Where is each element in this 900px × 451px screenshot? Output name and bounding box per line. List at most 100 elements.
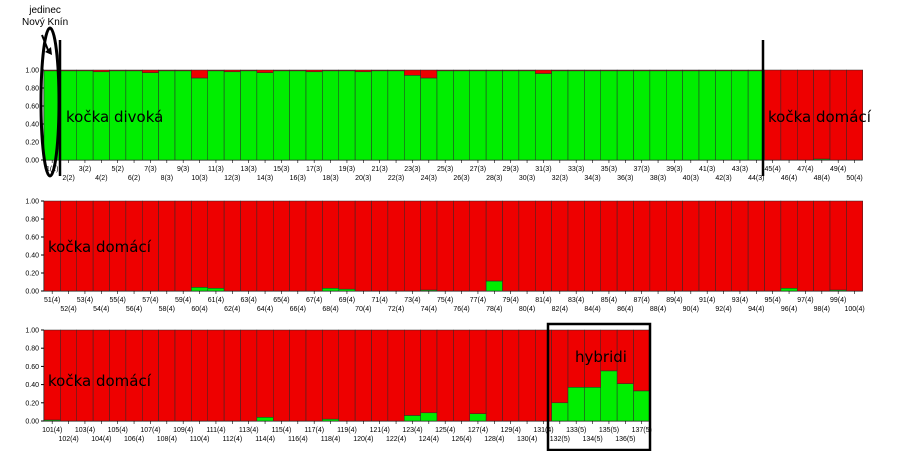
- x-tick-label: 45(4): [765, 166, 781, 173]
- x-tick-label: 103(4): [75, 427, 95, 434]
- hybrid-highlight-box: [546, 322, 652, 451]
- x-tick-label: 99(4): [830, 297, 846, 304]
- x-tick-label: 120(4): [353, 436, 373, 443]
- x-tick-label: 16(3): [290, 175, 306, 182]
- x-tick-label: 14(3): [257, 175, 273, 182]
- bar-cluster-red: [584, 200, 601, 292]
- x-tick-label: 83(4): [568, 297, 584, 304]
- bar-cluster-red: [404, 329, 421, 416]
- x-tick-label: 112(4): [222, 436, 242, 443]
- bar-cluster-green: [240, 70, 258, 161]
- bar-cluster-red: [289, 200, 307, 292]
- x-tick-label: 125(4): [435, 427, 455, 434]
- x-tick-label: 58(4): [159, 306, 175, 313]
- bar-cluster-red: [223, 329, 241, 422]
- bar-cluster-red: [633, 200, 651, 292]
- x-tick-label: 20(3): [355, 175, 371, 182]
- bar-cluster-green: [469, 413, 487, 422]
- bar-cluster-green: [518, 70, 536, 161]
- bar-cluster-red: [404, 69, 421, 76]
- x-tick-label: 46(4): [781, 175, 797, 182]
- bar-cluster-red: [600, 200, 618, 292]
- bar-cluster-green: [780, 288, 798, 292]
- x-tick-label: 57(4): [142, 297, 158, 304]
- x-tick-label: 8(3): [161, 175, 173, 182]
- y-tick-label: 0.80: [25, 86, 39, 93]
- x-tick-label: 23(3): [404, 166, 420, 173]
- bar-cluster-green: [551, 402, 569, 422]
- x-tick-label: 40(3): [683, 175, 699, 182]
- x-tick-label: 13(3): [241, 166, 257, 173]
- group-label: hybridi: [575, 348, 627, 366]
- x-tick-label: 19(3): [339, 166, 355, 173]
- bar-cluster-green: [420, 77, 438, 161]
- x-tick-label: 3(2): [79, 166, 91, 173]
- x-tick-label: 47(4): [797, 166, 813, 173]
- bar-cluster-green: [682, 70, 700, 161]
- bar-cluster-green: [371, 70, 389, 161]
- x-tick-label: 48(4): [814, 175, 830, 182]
- bar-cluster-green: [404, 75, 421, 161]
- x-tick-label: 73(4): [404, 297, 420, 304]
- x-tick-label: 104(4): [91, 436, 111, 443]
- x-tick-label: 86(4): [617, 306, 633, 313]
- x-tick-label: 53(4): [77, 297, 93, 304]
- bar-cluster-green: [338, 288, 356, 292]
- x-tick-label: 6(2): [128, 175, 140, 182]
- x-tick-label: 32(3): [552, 175, 568, 182]
- bar-cluster-green: [535, 73, 552, 161]
- bar-cluster-red: [420, 200, 438, 291]
- y-tick-label: 0.40: [25, 253, 39, 260]
- bar-cluster-red: [649, 200, 667, 292]
- x-tick-label: 130(4): [517, 436, 537, 443]
- y-tick-label: 1.00: [25, 199, 39, 206]
- x-tick-label: 51(4): [44, 297, 60, 304]
- x-tick-label: 37(3): [634, 166, 650, 173]
- bar-cluster-red: [502, 329, 520, 422]
- annotations: [39, 26, 765, 451]
- y-tick-label: 0.20: [25, 271, 39, 278]
- bar-cluster-green: [191, 287, 208, 292]
- bar-cluster-red: [567, 200, 585, 292]
- bar-cluster-red: [682, 200, 700, 292]
- y-tick-label: 0.60: [25, 104, 39, 111]
- x-tick-label: 110(4): [190, 436, 210, 443]
- group-label: kočka domácí: [48, 372, 152, 390]
- x-tick-label: 35(3): [601, 166, 617, 173]
- bar-cluster-red: [485, 329, 503, 422]
- bar-cluster-red: [551, 200, 569, 292]
- bar-cluster-green: [633, 70, 651, 161]
- x-tick-label: 26(3): [453, 175, 469, 182]
- bar-cluster-green: [207, 288, 225, 292]
- x-tick-label: 71(4): [372, 297, 388, 304]
- y-tick-label: 0.40: [25, 122, 39, 129]
- bar-cluster-red: [273, 329, 290, 422]
- x-tick-label: 44(3): [748, 175, 764, 182]
- bar-cluster-red: [551, 329, 569, 404]
- x-tick-label: 72(4): [388, 306, 404, 313]
- bar-cluster-red: [354, 329, 372, 422]
- bar-cluster-green: [289, 70, 307, 161]
- callout-line-2: Nový Knín: [22, 17, 69, 28]
- bar-cluster-green: [715, 70, 732, 161]
- x-tick-label: 88(4): [650, 306, 666, 313]
- y-tick-label: 0.60: [25, 235, 39, 242]
- bar-cluster-red: [387, 200, 405, 292]
- x-tick-label: 121(4): [370, 427, 390, 434]
- bar-cluster-red: [453, 329, 470, 422]
- x-tick-label: 131(4): [533, 427, 553, 434]
- bar-cluster-red: [846, 200, 863, 292]
- y-tick-label: 0.80: [25, 217, 39, 224]
- x-tick-label: 21(3): [372, 166, 388, 173]
- bar-cluster-red: [305, 200, 323, 292]
- x-tick-label: 133(5): [566, 427, 586, 434]
- x-tick-label: 50(4): [846, 175, 862, 182]
- x-tick-label: 132(5): [550, 436, 570, 443]
- bar-cluster-red: [436, 329, 454, 422]
- x-tick-label: 91(4): [699, 297, 715, 304]
- x-tick-label: 42(3): [715, 175, 731, 182]
- bar-cluster-green: [322, 288, 339, 292]
- x-tick-label: 52(4): [60, 306, 76, 313]
- bar-cluster-red: [142, 69, 159, 73]
